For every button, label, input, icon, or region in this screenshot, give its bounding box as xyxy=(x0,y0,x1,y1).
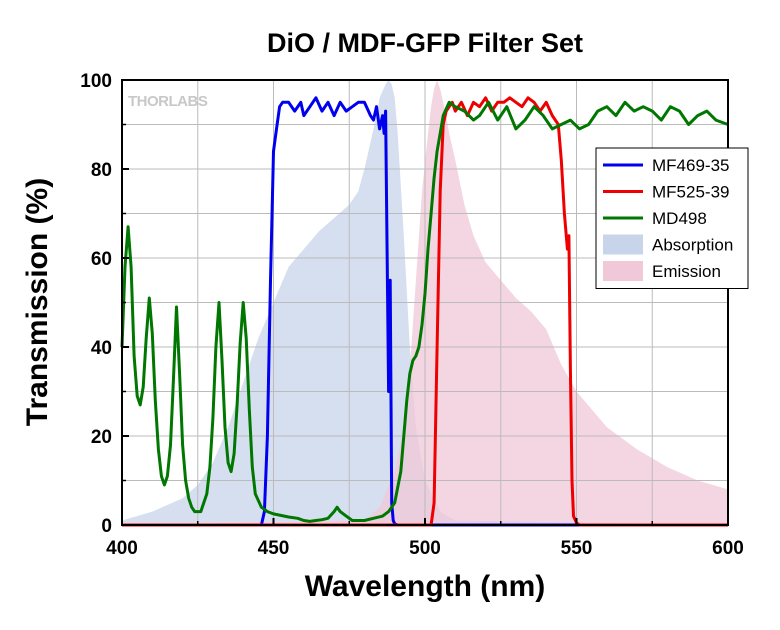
x-axis-label: Wavelength (nm) xyxy=(305,570,546,603)
watermark-logo: THORLABS xyxy=(128,93,208,110)
legend-swatch xyxy=(603,261,643,281)
line-mf469-35 xyxy=(122,96,728,527)
y-tick-label: 100 xyxy=(80,71,112,92)
x-tick-label: 550 xyxy=(561,538,593,559)
y-tick-label: 20 xyxy=(91,427,112,448)
y-tick-label: 40 xyxy=(91,338,112,359)
chart-title: DiO / MDF-GFP Filter Set xyxy=(267,28,583,58)
legend-label: MF469-35 xyxy=(652,156,729,175)
line-md498 xyxy=(120,100,729,523)
filter-lines xyxy=(120,96,729,527)
legend: MF469-35 MF525-39 MD498 Absorption Emission xyxy=(595,147,749,289)
legend-label: Absorption xyxy=(652,236,733,255)
axis-ticks: 400 450 500 550 600 0 20 40 60 80 100 xyxy=(80,71,744,559)
x-tick-label: 600 xyxy=(712,538,744,559)
legend-label: MF525-39 xyxy=(652,183,729,202)
y-tick-label: 80 xyxy=(91,160,112,181)
y-tick-label: 0 xyxy=(101,516,112,537)
legend-label: MD498 xyxy=(652,209,707,228)
x-tick-label: 400 xyxy=(106,538,138,559)
y-tick-label: 60 xyxy=(91,249,112,270)
legend-swatch xyxy=(603,234,643,255)
x-tick-label: 500 xyxy=(409,538,441,559)
x-tick-label: 450 xyxy=(258,538,290,559)
legend-label: Emission xyxy=(652,262,721,281)
y-axis-label: Transmission (%) xyxy=(21,178,54,426)
